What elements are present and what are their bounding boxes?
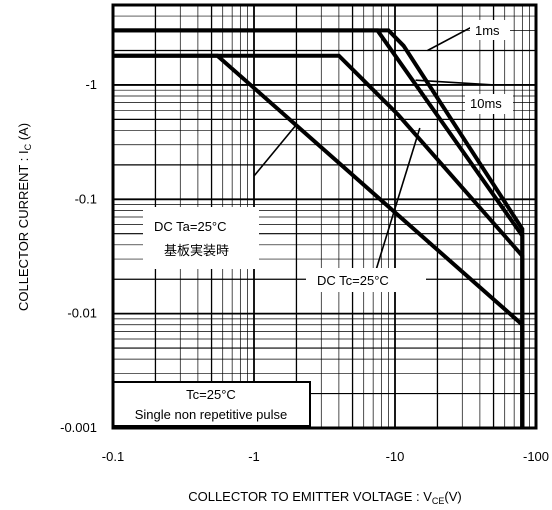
callout-line-3 [253, 124, 298, 177]
minor-grid [113, 4, 536, 428]
label-1ms: 1ms [475, 23, 500, 38]
series-lines [113, 28, 525, 428]
y-tick-label: -0.001 [60, 420, 97, 435]
dc-ta-label-box [143, 207, 259, 269]
dc-ta-label-line1: DC Ta=25°C [154, 219, 227, 234]
condition-box [112, 381, 311, 427]
y-axis-label: COLLECTOR CURRENT : IC (A) [16, 123, 33, 311]
label-10ms: 10ms [470, 96, 502, 111]
condition-line2: Single non repetitive pulse [135, 407, 288, 422]
y-tick-label: -0.1 [75, 191, 97, 206]
condition-line1: Tc=25°C [186, 387, 236, 402]
y-tick-label: -1 [85, 77, 97, 92]
label-1ms-box [470, 20, 510, 40]
tick-labels: -0.1 -1 -10 -100 -1 -0.1 -0.01 -0.001 [60, 77, 549, 464]
callout-lines [253, 22, 494, 280]
x-tick-label: -100 [523, 449, 549, 464]
plot-frame [111, 3, 538, 430]
x-axis-label: COLLECTOR TO EMITTER VOLTAGE : VCE(V) [188, 489, 462, 506]
x-tick-label: -0.1 [102, 449, 124, 464]
x-tick-label: -10 [386, 449, 405, 464]
x-tick-label: -1 [248, 449, 260, 464]
label-10ms-box [465, 94, 513, 114]
dc-tc-label: DC Tc=25°C [317, 273, 389, 288]
y-tick-label: -0.01 [67, 306, 97, 321]
series-line-3 [113, 53, 525, 428]
callout-line-4 [372, 127, 421, 280]
dc-tc-label-box [306, 268, 426, 292]
series-line-4 [113, 53, 525, 428]
dc-ta-label-line2: 基板実装時 [164, 243, 229, 259]
